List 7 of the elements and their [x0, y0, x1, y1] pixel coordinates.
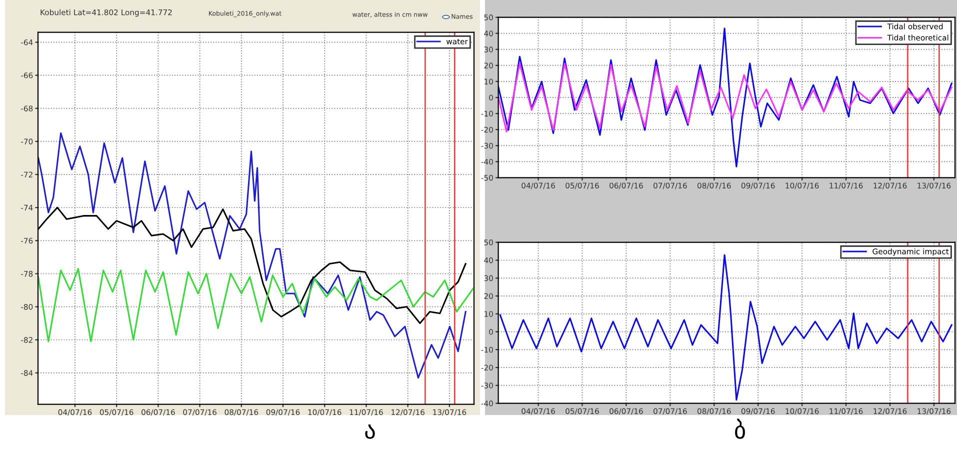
text: ბ [735, 418, 745, 439]
line-series [499, 254, 952, 401]
text: ა [365, 424, 375, 439]
line-series [498, 28, 952, 168]
line-series [38, 268, 474, 342]
line-series [498, 62, 952, 132]
line-series [38, 132, 466, 379]
